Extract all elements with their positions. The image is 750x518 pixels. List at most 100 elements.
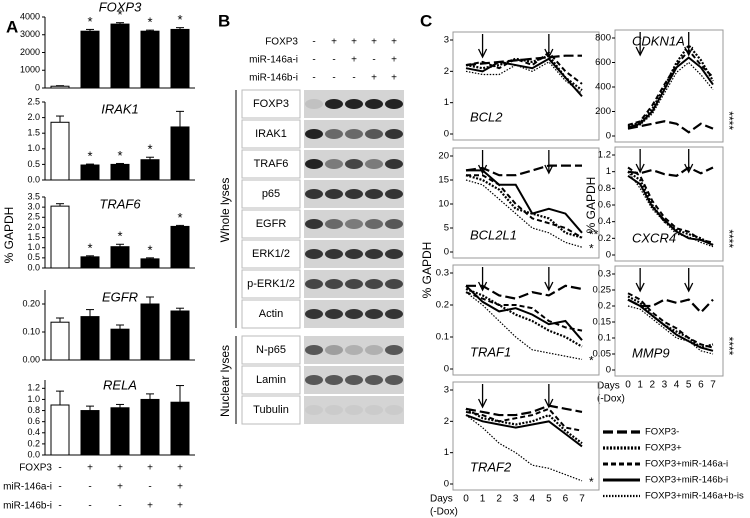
- y-tick-label: 10: [438, 199, 449, 210]
- y-tick-label: 0.10: [22, 326, 40, 336]
- x-axis-label: (-Dox): [597, 394, 625, 405]
- band: [385, 159, 403, 169]
- x-tick-label: 7: [710, 380, 716, 391]
- blot-strip: [304, 396, 404, 424]
- condition-sign: +: [331, 37, 337, 48]
- band: [325, 219, 343, 229]
- chart-title: BCL2: [470, 109, 503, 124]
- series-line: [465, 57, 583, 98]
- legend-label: FOXP3+miR-146a+b-is: [645, 491, 744, 502]
- condition-label: miR-146b-i: [249, 73, 298, 84]
- panel-label: B: [218, 11, 230, 30]
- chart-title: BCL2L1: [470, 227, 517, 242]
- series-line: [627, 166, 714, 244]
- y-tick-label: 1: [606, 166, 611, 177]
- y-axis-label: % GAPDH: [2, 207, 16, 264]
- series-line: [627, 61, 714, 130]
- condition-sign: +: [391, 55, 397, 66]
- band: [365, 405, 383, 415]
- band: [345, 405, 363, 415]
- label-box: [241, 119, 301, 149]
- band: [385, 249, 403, 259]
- blot-row-label: Lamin: [256, 374, 286, 386]
- condition-sign: -: [312, 73, 315, 84]
- band: [345, 279, 363, 289]
- band: [305, 99, 323, 109]
- series-line: [466, 169, 583, 234]
- y-tick-label: 0.2: [598, 233, 611, 244]
- y-tick-label: 0.5: [27, 252, 40, 262]
- condition-sign: +: [177, 501, 183, 512]
- plot-frame: [452, 381, 600, 491]
- band: [365, 159, 383, 169]
- band: [305, 189, 323, 199]
- condition-sign: -: [312, 37, 315, 48]
- bar: [170, 310, 190, 361]
- y-tick-label: 0: [444, 129, 449, 140]
- y-tick-label: 0: [606, 365, 611, 376]
- y-tick-label: 0: [444, 479, 449, 490]
- y-tick-label: 0.0: [27, 174, 40, 184]
- band: [365, 279, 383, 289]
- series-line: [465, 414, 583, 448]
- x-tick-label: 1: [637, 380, 643, 391]
- y-tick-label: 3000: [20, 29, 40, 39]
- bar: [50, 404, 70, 456]
- chart-title: TRAF2: [470, 459, 512, 474]
- significance: *: [117, 148, 122, 163]
- y-tick-label: 0.05: [593, 349, 612, 360]
- y-tick-label: 4000: [20, 11, 40, 21]
- condition-label: miR-146b-i: [3, 501, 52, 512]
- blot-row-label: p-ERK1/2: [247, 278, 295, 290]
- condition-sign: +: [117, 463, 123, 474]
- series-line: [465, 407, 583, 445]
- y-tick-label: 200: [595, 106, 611, 117]
- condition-label: FOXP3: [19, 463, 52, 474]
- band: [325, 309, 343, 319]
- bar: [50, 321, 70, 361]
- condition-sign: +: [351, 37, 357, 48]
- bar: [110, 407, 130, 456]
- y-axis-label: % GAPDH: [584, 177, 598, 234]
- arrow-head: [635, 163, 645, 174]
- label-box: [241, 299, 301, 329]
- label-box: [241, 335, 301, 365]
- y-tick-label: 0.4: [598, 216, 611, 227]
- series-line: [465, 414, 583, 482]
- condition-sign: +: [147, 463, 153, 474]
- condition-sign: +: [371, 73, 377, 84]
- arrow-head: [477, 281, 488, 292]
- y-tick-label: 0.2: [598, 301, 611, 312]
- condition-sign: -: [58, 482, 61, 493]
- series-line: [627, 43, 714, 128]
- chart-title: TRAF6: [99, 196, 141, 211]
- bar: [140, 30, 160, 89]
- y-tick-label: 0.3: [598, 269, 611, 280]
- blot-row-label: IRAK1: [255, 128, 287, 140]
- y-tick-label: 3.5: [27, 191, 40, 201]
- y-tick-label: 0: [606, 250, 611, 261]
- band: [365, 129, 383, 139]
- y-tick-label: 1: [444, 447, 449, 458]
- bar: [140, 398, 160, 456]
- blot-row-label: TRAF6: [254, 158, 289, 170]
- y-tick-label: 3.0: [27, 202, 40, 212]
- bar: [80, 316, 100, 361]
- band: [385, 99, 403, 109]
- blot-row-label: ERK1/2: [252, 248, 290, 260]
- y-tick-label: 15: [438, 175, 449, 186]
- blot-row-label: Actin: [259, 308, 283, 320]
- x-tick-label: 1: [480, 494, 486, 505]
- label-box: [241, 209, 301, 239]
- y-tick-label: 2.5: [27, 212, 40, 222]
- y-tick-label: 1.0: [27, 394, 40, 404]
- series-line: [627, 298, 714, 352]
- series-line: [627, 48, 714, 126]
- arrow-head: [544, 164, 554, 175]
- y-tick-label: 0.2: [27, 438, 40, 448]
- condition-sign: -: [88, 501, 91, 512]
- condition-sign: +: [351, 55, 357, 66]
- series-line: [627, 305, 714, 355]
- significance: *: [147, 142, 152, 157]
